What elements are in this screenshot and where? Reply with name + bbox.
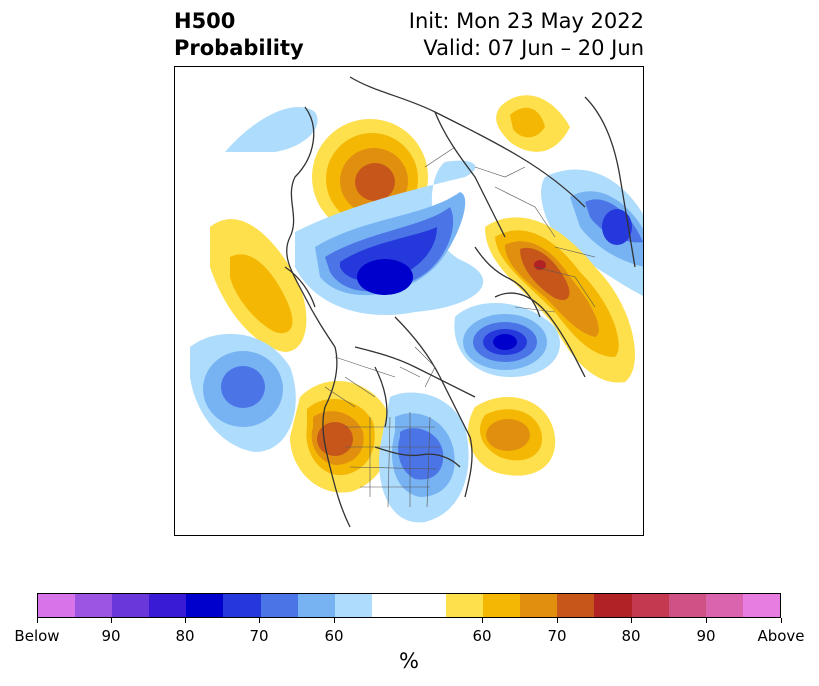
colorbar-cell [594,594,632,617]
colorbar-cell [705,594,743,617]
probability-map [174,66,644,536]
colorbar-tick-label: 80 [175,627,195,645]
colorbar-cell [520,594,558,617]
colorbar-tick [705,618,707,623]
eastern-us-below [379,392,469,523]
colorbar-unit: % [399,649,419,673]
colorbar-cell [186,594,224,617]
colorbar-cell [75,594,113,617]
colorbar-tick-label: 70 [547,627,567,645]
title-left: H500 Probability [174,8,304,62]
valid-period: Valid: 07 Jun – 20 Jun [423,36,644,60]
title-right: Init: Mon 23 May 2022 Valid: 07 Jun – 20… [409,8,644,62]
colorbar-cell [557,594,595,617]
colorbar-tick-label: 70 [249,627,269,645]
great-basin-above [290,380,391,493]
colorbar-tick [333,618,335,623]
colorbar-tick-label: 60 [324,627,344,645]
colorbar-tick [481,618,483,623]
colorbar-tick [36,618,38,623]
colorbar-tick [184,618,186,623]
northeast-pacific-above [210,219,307,352]
title-product: Probability [174,36,304,60]
western-russia-above [485,217,635,383]
colorbar-cell [223,594,261,617]
colorbar-tick [110,618,112,623]
north-pacific-below [190,333,296,452]
map-edge [175,285,178,317]
arctic-below [295,160,484,315]
colorbar-tick-label: Below [14,627,60,645]
greenland-sea-below [454,303,560,377]
colorbar-cell [446,594,484,617]
colorbar-cell [297,594,335,617]
north-atlantic-above [467,397,556,476]
colorbar-cell [483,594,521,617]
init-date: Init: Mon 23 May 2022 [408,9,644,33]
map-canvas [175,76,643,528]
colorbar-cell [668,594,706,617]
colorbar-tick-label: 90 [101,627,121,645]
colorbar-tick [630,618,632,623]
colorbar-tick [780,618,782,623]
colorbar-tick-label: 60 [472,627,492,645]
borders [324,146,596,508]
colorbar-tick [556,618,558,623]
colorbar-cell [260,594,298,617]
colorbar-cell [112,594,150,617]
colorbar-tick-label: Above [757,627,805,645]
colorbar-cell [38,594,76,617]
colorbar-tick-label: 80 [621,627,641,645]
colorbar-tick-label: 90 [696,627,716,645]
colorbar-cell [742,594,780,617]
alaska-below [225,106,318,152]
east-siberia-above [496,95,570,152]
colorbar-cell [334,594,372,617]
siberia-below [541,169,643,296]
colorbar-cell [371,594,409,617]
colorbar-cell [408,594,447,617]
coastlines [284,76,636,528]
colorbar-cell [149,594,187,617]
colorbar [37,593,781,618]
colorbar-tick [258,618,260,623]
colorbar-cell [631,594,669,617]
title-variable: H500 [174,9,236,33]
